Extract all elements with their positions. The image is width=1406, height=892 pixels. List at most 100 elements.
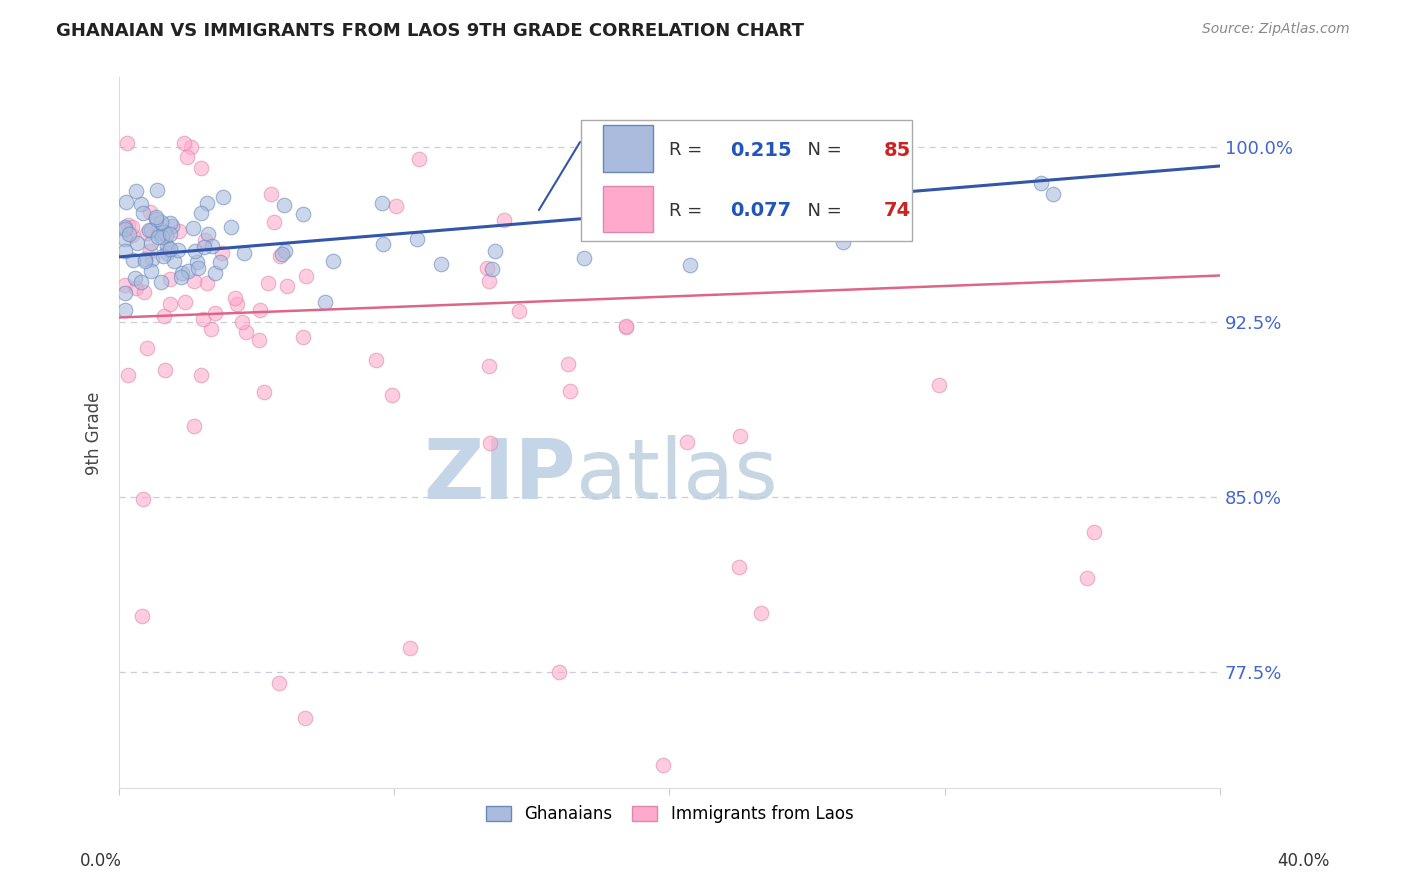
Point xyxy=(749,607,772,621)
Point xyxy=(263,214,285,228)
Point xyxy=(176,150,198,164)
Point xyxy=(174,294,197,309)
Point xyxy=(190,206,212,220)
Point xyxy=(153,310,176,324)
Point xyxy=(574,251,596,265)
Point xyxy=(166,243,188,257)
Point xyxy=(141,223,163,237)
Point xyxy=(115,195,138,210)
Point xyxy=(1083,524,1105,539)
Point xyxy=(125,184,148,198)
Point xyxy=(652,758,675,772)
Point xyxy=(117,218,139,232)
Point xyxy=(430,257,453,271)
Point xyxy=(647,136,669,150)
Point xyxy=(233,246,256,260)
Point xyxy=(131,275,153,289)
Text: N =: N = xyxy=(796,141,848,160)
Y-axis label: 9th Grade: 9th Grade xyxy=(86,391,103,475)
Point xyxy=(271,247,294,261)
FancyBboxPatch shape xyxy=(603,126,652,171)
Point xyxy=(153,363,176,377)
Point xyxy=(557,357,579,371)
Point xyxy=(132,285,155,299)
Point xyxy=(159,227,181,242)
Point xyxy=(201,238,224,252)
Point xyxy=(131,491,153,506)
Point xyxy=(145,212,167,227)
Point xyxy=(273,244,295,258)
Point xyxy=(141,252,163,266)
Point xyxy=(156,239,179,253)
Point xyxy=(484,244,506,258)
Point xyxy=(159,297,181,311)
Point xyxy=(124,271,146,285)
Point xyxy=(195,195,218,210)
Point xyxy=(187,260,209,275)
Point xyxy=(247,333,270,347)
Point xyxy=(478,359,501,373)
Point xyxy=(131,206,153,220)
Point xyxy=(769,204,792,219)
Point xyxy=(134,254,156,268)
Text: R =: R = xyxy=(669,141,709,160)
Point xyxy=(1029,176,1052,190)
Point xyxy=(121,227,143,242)
Point xyxy=(292,206,315,220)
Point xyxy=(558,384,581,398)
Point xyxy=(478,274,501,288)
Point xyxy=(204,266,226,280)
Point xyxy=(269,249,291,263)
Point xyxy=(146,229,169,244)
Point xyxy=(253,384,276,399)
Point xyxy=(364,353,387,368)
Point xyxy=(146,183,169,197)
Point xyxy=(235,326,257,340)
Point xyxy=(385,199,408,213)
Point xyxy=(197,227,219,241)
Point xyxy=(481,261,503,276)
Point xyxy=(139,244,162,258)
Point xyxy=(371,237,394,252)
Point xyxy=(211,245,233,260)
Point xyxy=(163,254,186,268)
Point xyxy=(153,225,176,239)
Point xyxy=(177,264,200,278)
Text: ZIP: ZIP xyxy=(423,435,576,516)
Text: GHANAIAN VS IMMIGRANTS FROM LAOS 9TH GRADE CORRELATION CHART: GHANAIAN VS IMMIGRANTS FROM LAOS 9TH GRA… xyxy=(56,22,804,40)
Point xyxy=(159,216,181,230)
Point xyxy=(1076,572,1098,586)
Point xyxy=(371,195,394,210)
Point xyxy=(219,219,242,234)
Point xyxy=(183,274,205,288)
Point xyxy=(114,303,136,318)
Point xyxy=(1042,187,1064,202)
Point xyxy=(173,136,195,150)
Point xyxy=(475,260,498,275)
Point xyxy=(212,190,235,204)
Text: N =: N = xyxy=(796,202,848,219)
Point xyxy=(381,388,404,402)
Point xyxy=(294,269,316,284)
Point xyxy=(145,211,167,225)
Point xyxy=(134,252,156,266)
Point xyxy=(492,212,515,227)
Point xyxy=(190,161,212,175)
Point xyxy=(782,181,804,195)
Point xyxy=(408,152,430,166)
Text: 85: 85 xyxy=(884,141,911,160)
Point xyxy=(548,665,571,679)
Point xyxy=(728,559,751,574)
Point xyxy=(186,255,208,269)
Point xyxy=(870,217,893,231)
Point xyxy=(193,240,215,254)
Point xyxy=(114,244,136,258)
Point xyxy=(125,281,148,295)
Point xyxy=(606,224,628,238)
Text: 40.0%: 40.0% xyxy=(1277,852,1330,870)
Point xyxy=(138,223,160,237)
Point xyxy=(224,291,246,305)
Legend: Ghanaians, Immigrants from Laos: Ghanaians, Immigrants from Laos xyxy=(479,798,860,830)
Point xyxy=(129,197,152,211)
Point xyxy=(131,608,153,623)
